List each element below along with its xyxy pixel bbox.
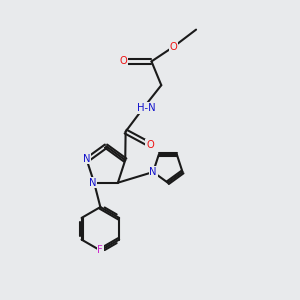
Text: N: N [89, 178, 96, 188]
Text: H-N: H-N [136, 103, 155, 113]
Text: O: O [119, 56, 127, 66]
Text: O: O [170, 42, 178, 52]
Text: F: F [98, 245, 103, 256]
Text: N: N [83, 154, 91, 164]
Text: O: O [146, 140, 154, 150]
Text: N: N [149, 167, 157, 177]
